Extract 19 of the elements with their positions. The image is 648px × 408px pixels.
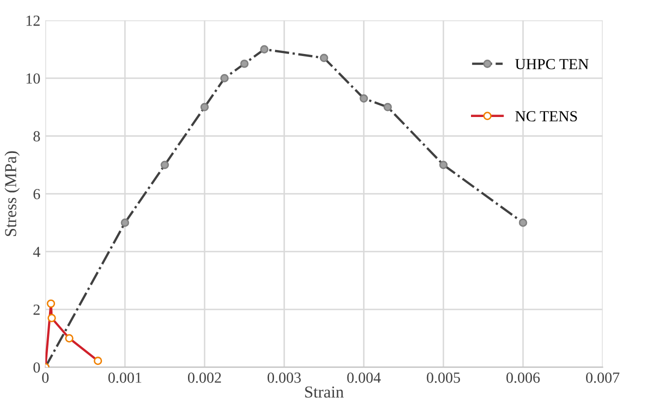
x-tick-label: 0.002	[188, 372, 221, 383]
y-tick-label: 2	[34, 304, 40, 315]
y-tick-label: 12	[26, 16, 40, 26]
y-tick-label: 10	[26, 73, 40, 84]
legend-label: NC TENS	[515, 111, 577, 122]
legend-label: UHPC TEN	[515, 59, 589, 70]
x-tick-label: 0.001	[108, 372, 142, 383]
x-axis-title: Strain	[305, 386, 344, 398]
y-tick-label: 6	[34, 188, 40, 200]
x-tick-label: 0	[42, 372, 49, 383]
x-tick-label: 0.006	[506, 372, 540, 383]
x-tick-label: 0.003	[268, 372, 301, 383]
x-tick-label: 0.004	[347, 372, 381, 383]
x-tick-label: 0.007	[586, 372, 620, 383]
x-tick-label: 0.005	[426, 372, 460, 383]
y-tick-label: 8	[33, 131, 40, 142]
y-axis-title: Stress (MPa)	[4, 151, 20, 236]
y-tick-label: 0	[33, 362, 40, 373]
y-tick-label: 4	[33, 246, 40, 257]
